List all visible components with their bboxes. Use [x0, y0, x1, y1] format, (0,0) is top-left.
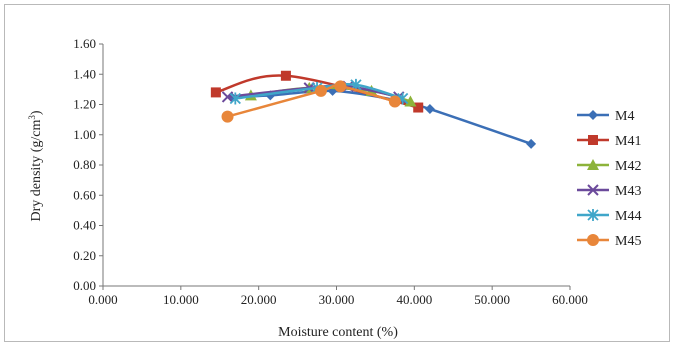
y-tick-label: 1.20	[73, 97, 96, 112]
x-tick-label: 20.000	[241, 292, 277, 307]
series-line-M4	[231, 89, 532, 146]
y-tick-label: 0.80	[73, 157, 96, 172]
legend-item-M42: M42	[577, 159, 641, 174]
y-axis-label: Dry density (g/cm3)	[27, 110, 44, 221]
data-point-M45	[221, 110, 234, 123]
y-tick-label: 0.00	[73, 278, 96, 293]
data-point-M42	[404, 95, 417, 107]
data-point-M45	[314, 84, 327, 97]
legend-label: M41	[615, 134, 641, 149]
data-point-M45	[334, 80, 347, 93]
legend-item-M44: M44	[577, 209, 641, 224]
y-tick-label: 0.60	[73, 187, 96, 202]
x-tick-label: 50.000	[474, 292, 510, 307]
y-tick-label: 1.60	[73, 36, 96, 51]
legend-label: M42	[615, 159, 641, 174]
legend-label: M45	[615, 234, 641, 249]
x-tick-label: 40.000	[396, 292, 432, 307]
data-point-M41	[210, 87, 221, 98]
series-line-M45	[227, 84, 396, 118]
legend-label: M44	[615, 209, 641, 224]
legend-marker	[587, 209, 599, 221]
legend-item-M43: M43	[577, 184, 641, 199]
legend-item-M41: M41	[577, 134, 641, 149]
data-point-M41	[413, 102, 424, 113]
series-M4	[226, 85, 537, 149]
legend-label: M4	[615, 109, 634, 124]
legend-marker	[587, 159, 599, 170]
legend-marker	[588, 110, 598, 120]
x-tick-label: 0.000	[88, 292, 117, 307]
x-tick-label: 60.000	[552, 292, 588, 307]
y-tick-label: 0.40	[73, 218, 96, 233]
data-point-M4	[526, 138, 537, 149]
x-axis-label: Moisture content (%)	[278, 325, 398, 340]
x-tick-label: 30.000	[319, 292, 355, 307]
y-tick-label: 1.00	[73, 127, 96, 142]
data-point-M44	[229, 92, 241, 105]
legend-marker	[588, 135, 598, 145]
data-point-M45	[388, 95, 401, 108]
series-M45	[221, 80, 401, 123]
legend-item-M45: M45	[577, 234, 641, 249]
data-point-M4	[424, 104, 435, 115]
y-tick-label: 0.20	[73, 248, 96, 263]
legend-item-M4: M4	[577, 109, 634, 124]
x-tick-label: 10.000	[163, 292, 199, 307]
legend-label: M43	[615, 184, 641, 199]
y-tick-label: 1.40	[73, 66, 96, 81]
data-point-M41	[280, 70, 291, 81]
legend-marker	[587, 234, 599, 246]
legend-marker	[587, 184, 599, 196]
